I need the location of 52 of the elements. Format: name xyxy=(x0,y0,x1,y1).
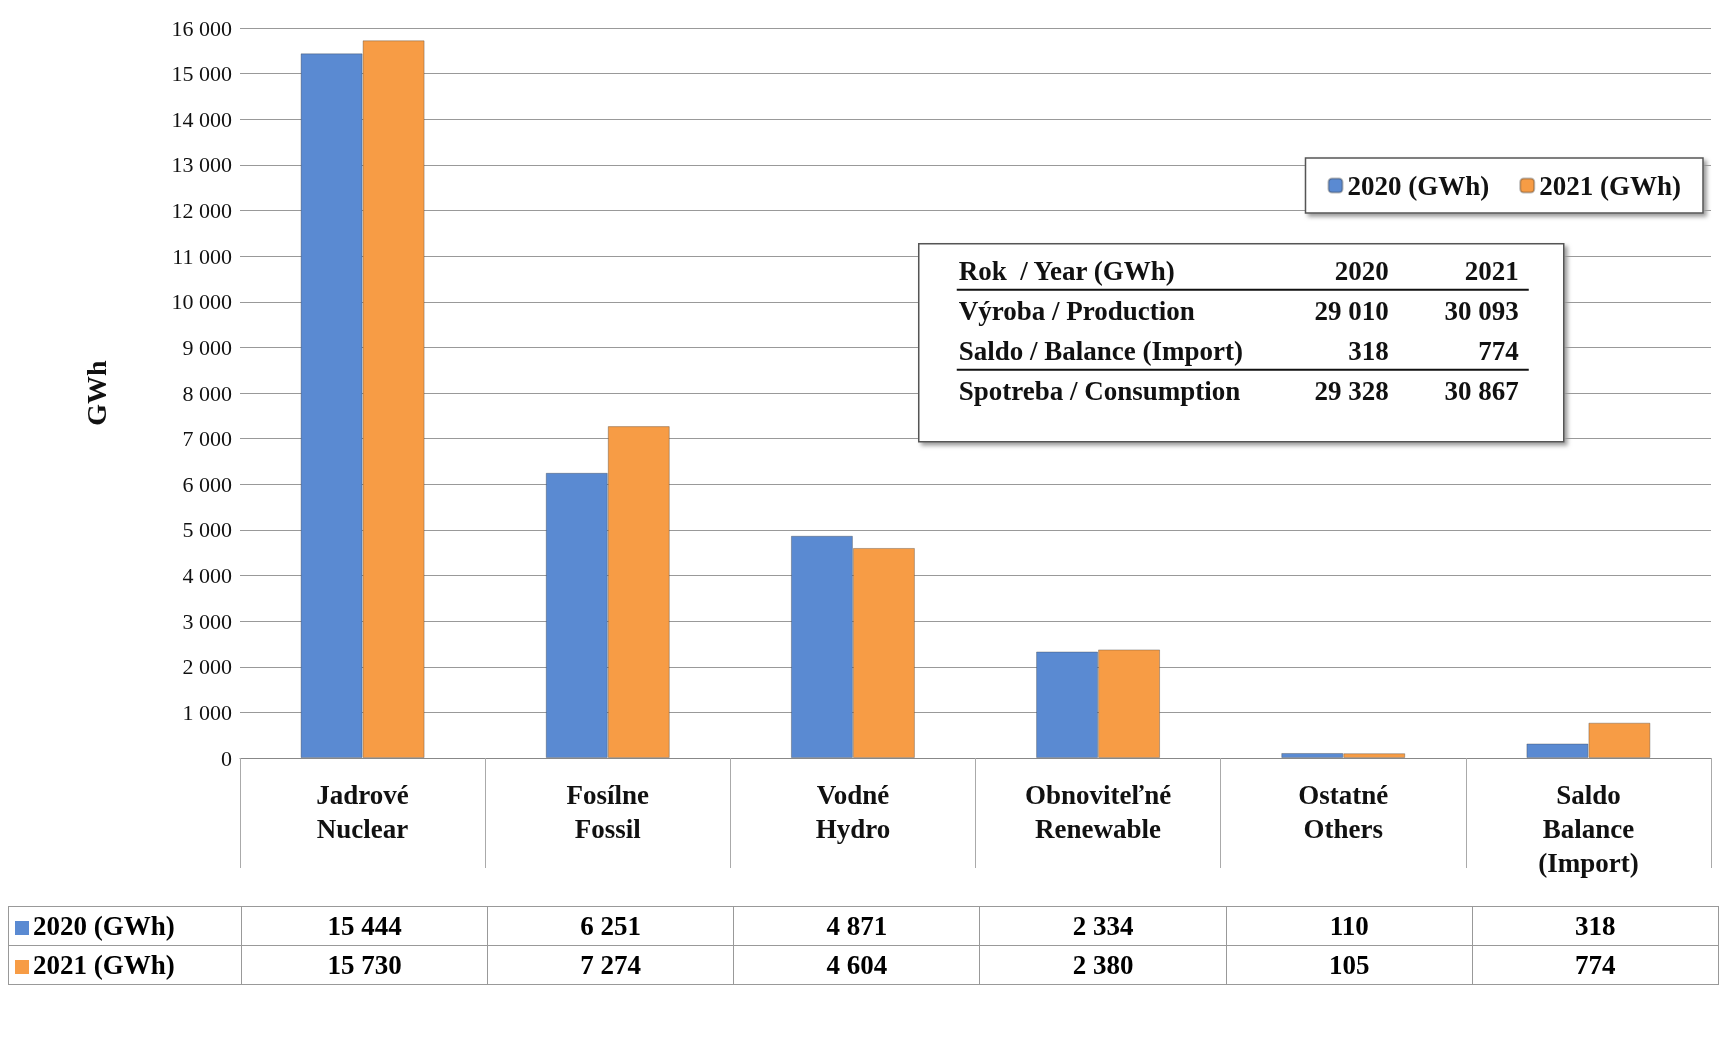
y-tick-label: 3 000 xyxy=(182,608,232,634)
data-label: 2 334 xyxy=(979,906,1227,946)
annotation: Výroba / Production xyxy=(958,296,1195,327)
x-tick-label: Saldo Balance (Import) xyxy=(1538,780,1639,878)
annotation: Spotreba / Consumption xyxy=(958,376,1241,407)
data-label: 110 xyxy=(1226,906,1473,946)
y-tick-label: 13 000 xyxy=(171,152,232,178)
y-tick-label: 15 000 xyxy=(171,61,232,87)
y-tick-label: 6 000 xyxy=(182,471,232,497)
data-label: 318 xyxy=(1472,906,1719,946)
annotation: Saldo / Balance (Import) xyxy=(958,336,1244,367)
y-tick-label: 7 000 xyxy=(182,426,232,452)
x-tick-label: Fosílne Fossil xyxy=(566,780,650,844)
y-tick-label: 11 000 xyxy=(172,243,232,269)
y-tick-label: 5 000 xyxy=(182,517,232,543)
data-label: 774 xyxy=(1472,945,1719,985)
y-tick-label: 8 000 xyxy=(182,380,232,406)
data-label: 7 274 xyxy=(487,945,734,985)
annotation: 318 xyxy=(1348,336,1389,367)
x-tick-label: Vodné Hydro xyxy=(815,780,891,844)
legend-label: 2020 (GWh) xyxy=(1347,170,1490,201)
text: 2021 (GWh) xyxy=(33,949,175,980)
annotation: 2021 xyxy=(1464,256,1519,287)
data-label: 15 730 xyxy=(241,945,488,985)
y-tick-label: 16 000 xyxy=(171,15,232,41)
annotation: 30 867 xyxy=(1444,376,1519,407)
annotation: 2020 xyxy=(1334,256,1389,287)
y-tick-label: 4 000 xyxy=(182,563,232,588)
y-tick-label: 0 xyxy=(221,745,232,771)
x-tick-label: Jadrové Nuclear xyxy=(316,780,409,844)
data-label: 105 xyxy=(1226,945,1473,985)
annotation: 29 010 xyxy=(1314,296,1389,327)
y-tick-label: 14 000 xyxy=(171,106,232,132)
y-tick-label: 9 000 xyxy=(182,334,232,360)
text: 2020 (GWh) xyxy=(33,910,175,941)
data-label: 4 604 xyxy=(733,945,980,985)
data-label: 6 251 xyxy=(487,906,734,946)
x-tick-label: Obnoviteľné Renewable xyxy=(1025,780,1172,844)
y-tick-label: 1 000 xyxy=(182,699,232,725)
data-label: 4 871 xyxy=(733,906,980,946)
annotation: Rok / Year (GWh) xyxy=(958,256,1175,287)
annotation: 30 093 xyxy=(1444,296,1519,327)
legend-label: 2021 (GWh) xyxy=(1539,170,1681,201)
data-label: 15 444 xyxy=(241,906,488,946)
annotation: 774 xyxy=(1478,336,1519,367)
data-label: 2 380 xyxy=(979,945,1227,985)
y-tick-label: 12 000 xyxy=(171,198,232,223)
y-axis-title: GWh xyxy=(80,359,112,426)
x-tick-label: Ostatné Others xyxy=(1298,780,1389,844)
y-tick-label: 2 000 xyxy=(182,654,232,680)
y-tick-label: 10 000 xyxy=(171,289,232,315)
annotation: 29 328 xyxy=(1314,376,1389,407)
